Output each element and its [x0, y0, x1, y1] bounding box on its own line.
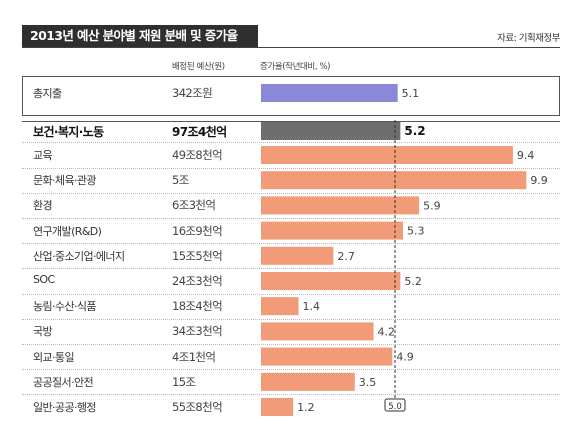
budget-amount: 16조9천억	[172, 223, 223, 238]
row-separator	[22, 192, 560, 194]
bar	[261, 347, 393, 366]
total-bar	[261, 84, 398, 102]
row-separator	[22, 344, 560, 345]
category-label: 총지출	[33, 87, 62, 100]
budget-amount: 55조8천억	[172, 400, 223, 414]
category-label: 환경	[33, 199, 53, 213]
bar	[261, 272, 401, 290]
budget-amount: 15조5천억	[172, 248, 223, 263]
reference-label: 5.0	[388, 402, 402, 412]
value-label: 5.9	[423, 199, 441, 212]
highlight-bar	[261, 122, 401, 140]
total-row-box	[22, 76, 560, 116]
budget-amount: 15조	[172, 374, 196, 389]
value-label: 5.1	[402, 87, 420, 100]
bar	[261, 297, 299, 316]
value-label: 9.4	[517, 149, 535, 162]
category-label: 산업·중소기업·에너지	[33, 249, 125, 263]
value-label: 1.2	[297, 401, 315, 414]
value-label: 2.7	[337, 250, 355, 263]
category-label: 보건·복지·노동	[33, 125, 104, 139]
row-separator	[22, 218, 560, 219]
rows-top-rule	[22, 121, 560, 122]
row-separator	[22, 167, 560, 169]
budget-amount: 34조3천억	[172, 324, 223, 339]
budget-amount: 4조1천억	[172, 349, 216, 364]
bar	[261, 221, 404, 240]
budget-column-header: 배정된 예산(원)	[172, 62, 225, 72]
value-label: 4.2	[378, 325, 396, 338]
value-label: 5.2	[404, 124, 425, 138]
value-label: 9.9	[530, 174, 548, 187]
category-label: 교육	[33, 149, 53, 162]
row-separator	[22, 142, 560, 144]
bar	[261, 171, 527, 190]
chart-title: 2013년 예산 분야별 재원 분배 및 증가율	[22, 25, 258, 47]
row-separator	[22, 394, 560, 396]
category-label: 국방	[33, 325, 53, 339]
bar	[261, 398, 294, 416]
header-rule	[22, 47, 560, 48]
row-separator	[22, 293, 560, 295]
bar	[261, 146, 513, 164]
category-label: 연구개발(R&D)	[33, 224, 102, 238]
row-separator	[22, 369, 560, 371]
budget-amount: 18조4천억	[172, 299, 223, 314]
bar	[261, 322, 374, 341]
budget-amount: 342조원	[172, 86, 213, 100]
row-separator	[22, 268, 560, 270]
row-separator	[22, 318, 560, 320]
category-label: 농림·수산·식품	[33, 300, 97, 314]
budget-amount: 5조	[172, 173, 189, 188]
category-label: 공공질서·안전	[33, 375, 94, 389]
value-label: 5.3	[407, 225, 425, 238]
category-label: SOC	[33, 273, 55, 286]
budget-amount: 97조4천억	[172, 125, 227, 139]
budget-amount: 6조3천억	[172, 198, 216, 213]
row-separator	[22, 243, 560, 245]
budget-amount: 24조3천억	[172, 274, 223, 288]
budget-amount: 49조8천억	[172, 148, 223, 162]
bar	[261, 246, 334, 265]
bar	[261, 196, 420, 215]
category-label: 외교·통일	[33, 350, 75, 364]
value-label: 1.4	[303, 300, 321, 313]
rate-column-header: 증가율(작년대비, %)	[260, 62, 331, 72]
value-label: 4.9	[396, 351, 414, 364]
value-label: 3.5	[359, 376, 377, 389]
bar	[261, 372, 355, 391]
source-note: 자료: 기획재정부	[497, 33, 560, 44]
category-label: 일반·공공·행정	[33, 401, 97, 414]
value-label: 5.2	[404, 275, 422, 288]
reference-label-box	[384, 398, 406, 412]
category-label: 문화·체육·관광	[33, 174, 97, 188]
